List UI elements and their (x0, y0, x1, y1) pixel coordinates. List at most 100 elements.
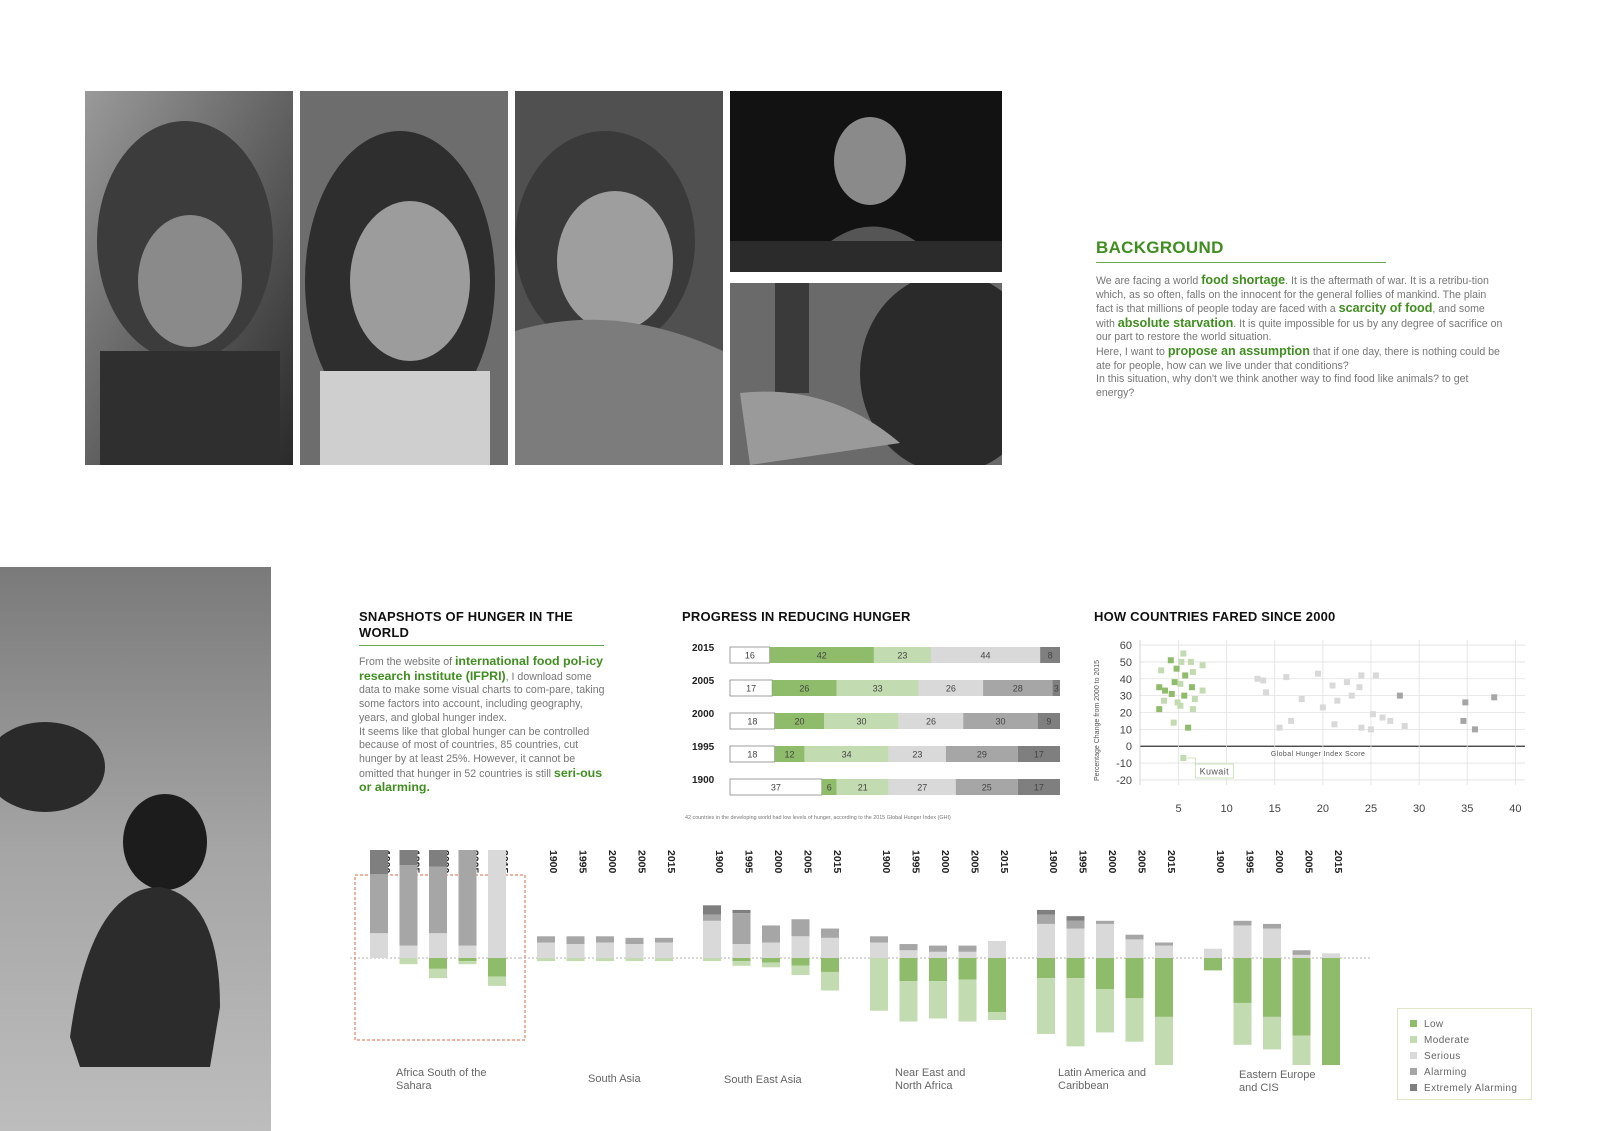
snapshots-divider (359, 645, 604, 646)
regional-bar-segment (1322, 958, 1340, 1065)
progress-value-label: 12 (785, 750, 795, 760)
progress-value-label: 37 (771, 783, 781, 793)
background-paragraph-1: We are facing a world food shortage. It … (1096, 273, 1503, 344)
scatter-point (1387, 717, 1394, 724)
regional-bar-segment (703, 905, 721, 915)
regional-bar-segment (1096, 923, 1114, 958)
regional-bar-segment (791, 958, 810, 966)
regional-bar-segment (399, 945, 418, 958)
regional-bar-segment (1155, 1016, 1173, 1065)
regional-year-label: 2005 (1303, 850, 1315, 874)
regional-bar-segment (870, 942, 888, 958)
regional-bar-segment (929, 981, 947, 1019)
progress-chart-title: PROGRESS IN REDUCING HUNGER (682, 609, 911, 624)
regional-bar-segment (370, 874, 388, 934)
regional-bar-segment (988, 940, 1006, 958)
regional-bar-segment (458, 850, 477, 946)
scatter-point (1396, 692, 1403, 699)
region-label-africa: Africa South of the Sahara (396, 1067, 487, 1092)
background-text: We are facing a world food shortage. It … (1096, 273, 1506, 400)
scatter-point (1162, 687, 1169, 694)
regional-bar-segment (1066, 958, 1085, 979)
regional-bar-segment (929, 958, 947, 982)
regional-bar-segment (655, 942, 673, 958)
legend-swatch (1410, 1052, 1417, 1059)
progress-bar-segment (774, 746, 805, 762)
progress-value-label: 3 (1054, 684, 1059, 694)
regional-bar-segment (1263, 928, 1281, 958)
regional-bar-segment (458, 958, 477, 962)
regional-bar-segment (821, 971, 839, 991)
regional-bar-segment (429, 850, 447, 867)
progress-value-label: 30 (856, 717, 866, 727)
regional-bar-segment (1066, 978, 1085, 1047)
progress-year-label: 2000 (692, 709, 715, 720)
regional-year-label: 2005 (802, 850, 814, 874)
scatter-point (1178, 658, 1185, 665)
progress-value-label: 18 (747, 717, 757, 727)
scatter-y-tick: 40 (1120, 674, 1132, 686)
progress-bar-segment (888, 779, 956, 795)
progress-chart: 2015 16 42 23 44 8 2005 17 26 33 26 28 3 2000 18 20 30 26… (685, 643, 1060, 821)
regional-bar-segment (821, 928, 839, 938)
drinking-from-tap-photo (730, 283, 1002, 465)
regional-bar-segment (1037, 958, 1055, 979)
legend-item-extremely-alarming: Extremely Alarming (1410, 1083, 1517, 1094)
regional-bar-segment (1263, 923, 1281, 929)
regional-bar-segment (762, 942, 780, 958)
regional-bar-segment (1155, 942, 1173, 946)
scatter-x-axis-label: Global Hunger Index Score (1271, 751, 1365, 758)
snapshots-title: SNAPSHOTS OF HUNGER IN THE WORLD (359, 609, 573, 640)
scatter-x-tick: 20 (1317, 803, 1329, 815)
scatter-point (1189, 669, 1196, 676)
regional-bar-segment (988, 958, 1006, 1013)
regional-year-label: 1995 (1244, 850, 1256, 874)
scatter-x-tick: 10 (1221, 803, 1233, 815)
regional-bar-segment (1204, 958, 1222, 971)
regional-bar-segment (537, 942, 555, 958)
regional-year-label: 2000 (1273, 850, 1285, 874)
highlight-propose-assumption: propose an assumption (1167, 343, 1310, 358)
regional-bar-segment (1233, 925, 1252, 958)
regional-bar-segment (791, 936, 810, 958)
boy-at-table-photo (730, 91, 1002, 272)
regional-year-label: 2000 (1106, 850, 1118, 874)
scatter-point (1158, 667, 1165, 674)
regional-bar-segment (732, 961, 751, 966)
regional-year-label: 2000 (606, 850, 618, 874)
progress-value-label: 30 (995, 717, 1005, 727)
regional-bar-segment (370, 933, 388, 958)
scatter-point (1329, 682, 1336, 689)
legend-swatch (1410, 1084, 1417, 1091)
scatter-chart-title: HOW COUNTRIES FARED SINCE 2000 (1094, 609, 1336, 624)
scatter-point (1180, 650, 1187, 657)
regional-bar-segment (458, 945, 477, 958)
progress-bar-segment (945, 746, 1018, 762)
regional-bar-segment (625, 944, 644, 958)
scatter-point (1369, 711, 1376, 718)
scatter-point (1171, 679, 1178, 686)
progress-value-label: 26 (926, 717, 936, 727)
progress-value-label: 29 (977, 750, 987, 760)
regional-bar-segment (1066, 928, 1085, 958)
scatter-point (1177, 702, 1184, 709)
progress-bar-segment (873, 647, 931, 663)
scatter-point (1283, 674, 1290, 681)
regional-bar-segment (1066, 916, 1085, 921)
background-divider (1096, 262, 1386, 263)
regional-bar-segment (429, 866, 447, 934)
regional-bar-segment (1037, 978, 1055, 1034)
regional-bar-segment (655, 937, 673, 943)
scatter-point (1288, 717, 1295, 724)
progress-value-label: 44 (981, 651, 991, 661)
scatter-point (1379, 714, 1386, 721)
scatter-point (1156, 684, 1163, 691)
regional-bar-segment (1037, 914, 1055, 924)
regional-bar-segment (399, 958, 418, 965)
scatter-point (1263, 689, 1270, 696)
regional-bar-segment (1125, 998, 1144, 1042)
regional-bar-segment (596, 942, 614, 958)
regional-bar-segment (732, 913, 751, 945)
scatter-point (1348, 692, 1355, 699)
regional-bar-segment (1125, 934, 1144, 940)
